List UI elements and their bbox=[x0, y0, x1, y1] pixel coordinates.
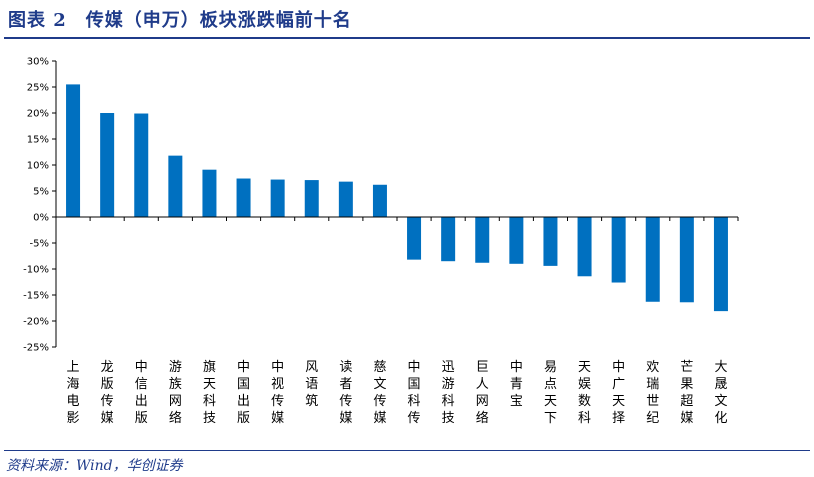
bar-18 bbox=[645, 217, 660, 302]
category-label: 中国科传 bbox=[408, 360, 421, 426]
bar-14 bbox=[509, 217, 524, 264]
y-tick-label: 15% bbox=[27, 135, 49, 146]
bar-1 bbox=[66, 84, 81, 218]
category-label: 芒果超媒 bbox=[680, 359, 693, 426]
category-label: 中广天择 bbox=[612, 360, 625, 426]
y-tick-label: -25% bbox=[23, 343, 49, 354]
y-tick-label: 20% bbox=[27, 109, 49, 120]
y-tick-label: 5% bbox=[33, 187, 49, 198]
bar-4 bbox=[168, 155, 183, 217]
bar-16 bbox=[577, 217, 592, 277]
category-label: 游族网络 bbox=[169, 360, 182, 426]
y-tick-label: -15% bbox=[23, 291, 49, 302]
bar-8 bbox=[304, 180, 319, 217]
category-label: 易点天下 bbox=[544, 360, 557, 426]
bar-3 bbox=[134, 113, 149, 217]
bar-19 bbox=[679, 217, 694, 303]
y-tick-label: 0% bbox=[33, 213, 49, 224]
bar-10 bbox=[372, 184, 387, 217]
bar-15 bbox=[543, 217, 558, 266]
bar-6 bbox=[236, 178, 251, 217]
title-bar: 图表 2 传媒（申万）板块涨跌幅前十名 bbox=[4, 4, 810, 32]
category-label: 旗天科技 bbox=[203, 359, 216, 426]
bar-chart: 30% 25% 20% 15% 10% 5% 0% -5% -10% -15% -20% -25% 上海… bbox=[23, 57, 739, 426]
y-tick-label: 25% bbox=[27, 83, 49, 94]
y-tick-label: -20% bbox=[23, 317, 49, 328]
category-label: 中青宝 bbox=[510, 360, 523, 409]
y-tick-label: 10% bbox=[27, 161, 49, 172]
y-tick-label: 30% bbox=[27, 57, 49, 68]
category-label: 慈文传媒 bbox=[373, 360, 386, 426]
category-label: 大晟文化 bbox=[714, 360, 727, 426]
bar-20 bbox=[713, 217, 728, 312]
bar-9 bbox=[338, 181, 353, 217]
category-label: 读者传媒 bbox=[339, 360, 352, 426]
figure-title: 图表 2 传媒（申万）板块涨跌幅前十名 bbox=[8, 10, 352, 31]
bar-2 bbox=[100, 113, 115, 217]
bar-11 bbox=[407, 217, 422, 260]
top-rule bbox=[4, 37, 810, 39]
y-tick-label: -5% bbox=[30, 239, 49, 250]
y-tick-label: -10% bbox=[23, 265, 49, 276]
category-label: 中视传媒 bbox=[271, 360, 284, 426]
source-note: 资料来源：Wind，华创证券 bbox=[6, 458, 183, 474]
category-label: 迅游科技 bbox=[442, 360, 455, 426]
bar-7 bbox=[270, 179, 285, 217]
category-label: 巨人网络 bbox=[476, 360, 489, 426]
category-label: 中信出版 bbox=[135, 360, 148, 426]
bottom-rule bbox=[4, 450, 810, 451]
category-label: 风语筑 bbox=[305, 360, 318, 409]
bar-17 bbox=[611, 217, 626, 283]
category-label: 上海电影 bbox=[67, 360, 80, 426]
category-label: 欢瑞世纪 bbox=[646, 360, 659, 426]
bar-5 bbox=[202, 169, 217, 217]
bar-13 bbox=[475, 217, 490, 263]
bar-12 bbox=[441, 217, 456, 262]
category-label: 龙版传媒 bbox=[101, 360, 114, 426]
category-label: 天娱数科 bbox=[578, 360, 591, 426]
category-label: 中国出版 bbox=[237, 360, 250, 426]
